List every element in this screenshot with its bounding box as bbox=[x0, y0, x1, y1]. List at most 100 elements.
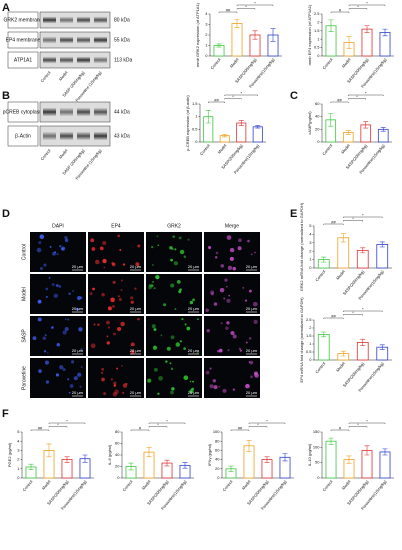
x-tick-label: Control bbox=[199, 143, 211, 156]
y-tick-label: 1 bbox=[309, 257, 312, 262]
blot-band bbox=[94, 56, 107, 64]
error-bar bbox=[328, 437, 334, 445]
error-bar bbox=[205, 110, 211, 124]
significance-label: * bbox=[245, 4, 247, 9]
cell-spot bbox=[254, 373, 259, 378]
cell-spot bbox=[113, 332, 116, 336]
cell-spot bbox=[163, 303, 167, 307]
size-label: 113 kDa bbox=[114, 57, 132, 63]
cell-spot bbox=[218, 385, 221, 388]
cell-spot bbox=[213, 302, 218, 306]
y-axis-label: mmb GRK2 expression (of ATP1A1) bbox=[195, 2, 200, 67]
bar bbox=[337, 237, 350, 269]
cell-spot bbox=[178, 290, 182, 294]
significance-label: * bbox=[240, 91, 242, 96]
error-bar bbox=[252, 30, 258, 40]
micrograph bbox=[88, 358, 144, 398]
significance-bracket bbox=[348, 426, 368, 428]
y-axis-label: cAMP(pg/ml) bbox=[307, 111, 312, 135]
cell-spot bbox=[247, 239, 250, 243]
cell-spot bbox=[120, 321, 125, 327]
significance-bracket bbox=[343, 216, 383, 218]
cell-spot bbox=[196, 351, 200, 354]
cell-spot bbox=[55, 373, 59, 377]
y-tick-label: 40 bbox=[115, 452, 120, 457]
cell-spot bbox=[112, 392, 118, 397]
error-bar bbox=[216, 43, 222, 48]
cell-spot bbox=[173, 261, 179, 266]
cell-spot bbox=[62, 330, 67, 335]
x-tick-label: Control bbox=[21, 479, 33, 492]
y-tick-label: 0 bbox=[17, 475, 20, 480]
y-tick-label: 4 bbox=[205, 11, 208, 16]
cell-spot bbox=[254, 251, 256, 254]
y-tick-label: 0 bbox=[117, 475, 120, 480]
row-label-box bbox=[7, 101, 39, 123]
panel-label: A bbox=[2, 2, 10, 14]
significance-bracket bbox=[148, 422, 186, 424]
cell-spot bbox=[208, 245, 212, 250]
y-tick-label: 5 bbox=[309, 223, 312, 228]
cell-spot bbox=[101, 367, 105, 371]
cell-spot bbox=[56, 253, 59, 256]
y-tick-label: 1 bbox=[195, 114, 198, 119]
cell-spot bbox=[244, 299, 248, 302]
significance-label: * bbox=[357, 422, 359, 427]
micrograph bbox=[88, 316, 144, 356]
scale-label: 20 μm bbox=[130, 390, 142, 395]
cell-spot bbox=[42, 336, 47, 341]
error-bar bbox=[340, 350, 346, 357]
cell-spot bbox=[101, 377, 105, 382]
y-tick-label: 40 bbox=[315, 114, 320, 119]
micrograph bbox=[30, 316, 86, 356]
significance-label: * bbox=[57, 422, 59, 427]
cell-spot bbox=[210, 290, 215, 295]
error-bar bbox=[321, 256, 327, 263]
cell-spot bbox=[73, 376, 78, 381]
cell-spot bbox=[170, 258, 173, 262]
lane-label: Control bbox=[39, 148, 51, 161]
x-tick-label: Model bbox=[229, 57, 240, 69]
x-tick-label: Model bbox=[341, 479, 352, 491]
micrograph bbox=[30, 232, 86, 272]
cell-spot bbox=[253, 301, 258, 307]
significance-label: # bbox=[339, 8, 342, 13]
significance-bracket bbox=[348, 4, 386, 6]
y-tick-label: 0 bbox=[217, 475, 220, 480]
error-bar bbox=[379, 241, 385, 248]
row-label: ATP1A1 bbox=[14, 57, 32, 63]
cell-spot bbox=[206, 328, 210, 333]
cell-spot bbox=[134, 287, 137, 290]
significance-label: * bbox=[266, 419, 268, 424]
error-bar bbox=[182, 462, 188, 469]
cell-spot bbox=[68, 391, 71, 394]
row-label: EP4 membrane bbox=[6, 37, 41, 43]
cell-spot bbox=[103, 392, 107, 396]
error-bar bbox=[364, 25, 370, 33]
scale-label: 20 μm bbox=[72, 390, 84, 395]
significance-bracket bbox=[236, 4, 274, 6]
bar bbox=[325, 440, 337, 479]
cell-spot bbox=[226, 285, 228, 288]
significance-bracket bbox=[343, 314, 363, 316]
cell-spot bbox=[64, 238, 69, 243]
cell-spot bbox=[64, 326, 69, 332]
row-label-box bbox=[7, 125, 39, 147]
blot-strip bbox=[39, 125, 111, 147]
cell-spot bbox=[184, 323, 187, 326]
error-bar bbox=[321, 331, 327, 338]
cell-spot bbox=[189, 389, 194, 394]
cell-spot bbox=[189, 300, 194, 305]
micrograph bbox=[146, 274, 202, 314]
cell-spot bbox=[227, 349, 230, 352]
cell-spot bbox=[46, 352, 49, 354]
y-axis-label: IL-10 (pg/ml) bbox=[307, 443, 312, 466]
significance-label: ## bbox=[214, 98, 219, 103]
blot-band bbox=[94, 36, 107, 44]
cell-spot bbox=[239, 349, 242, 352]
cell-spot bbox=[116, 367, 119, 370]
significance-bracket bbox=[348, 94, 384, 96]
cell-spot bbox=[170, 367, 174, 370]
x-tick-label: Model bbox=[340, 143, 351, 155]
cell-spot bbox=[242, 287, 245, 289]
